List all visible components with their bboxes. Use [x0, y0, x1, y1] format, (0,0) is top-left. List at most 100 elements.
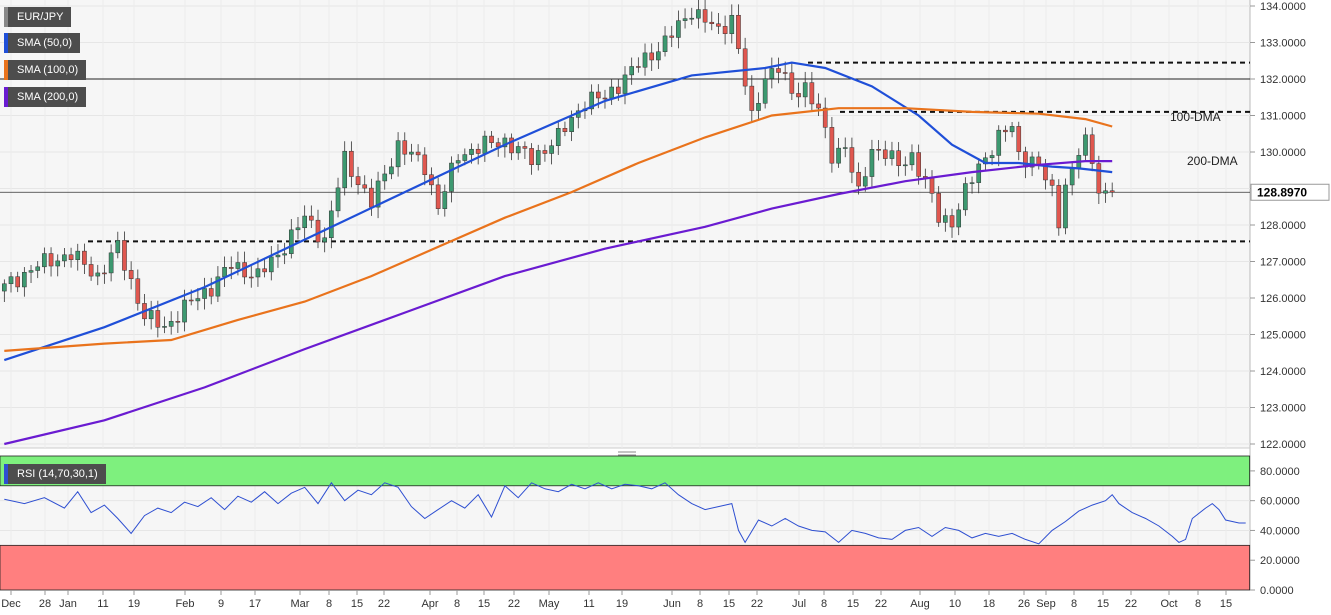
- candle: [1003, 125, 1008, 142]
- candle-body: [1089, 134, 1095, 164]
- candle-body: [1069, 167, 1075, 186]
- candle-body: [375, 180, 381, 208]
- candle: [108, 244, 114, 282]
- candle: [836, 137, 841, 168]
- candle: [696, 0, 701, 29]
- candle: [362, 175, 368, 194]
- candle-body: [22, 272, 27, 288]
- candle-body: [916, 152, 921, 177]
- time-tick-label: 17: [249, 598, 261, 610]
- candle-body: [402, 140, 408, 155]
- candle: [335, 177, 341, 218]
- candle-body: [529, 148, 534, 165]
- candle-body: [342, 150, 348, 189]
- candle: [168, 311, 174, 335]
- candle: [128, 261, 134, 290]
- candle-body: [1083, 134, 1088, 156]
- candle-body: [896, 150, 901, 166]
- candle: [382, 164, 388, 190]
- candle-body: [1103, 190, 1108, 194]
- candle-body: [889, 150, 895, 159]
- candle: [195, 288, 201, 311]
- candle: [148, 300, 154, 330]
- time-tick-label: 15: [1220, 598, 1232, 610]
- candle: [1063, 178, 1068, 235]
- axis-gutter: [1250, 0, 1331, 615]
- candle-body: [769, 68, 775, 79]
- candle: [522, 141, 528, 159]
- candle: [762, 67, 768, 109]
- candle-body: [729, 14, 735, 34]
- candle-body: [682, 18, 688, 21]
- legend-symbol[interactable]: EUR/JPY: [4, 7, 72, 27]
- candle: [769, 57, 775, 89]
- candle-body: [195, 298, 201, 302]
- candle-body: [535, 150, 541, 165]
- legend-sma50[interactable]: SMA (50,0): [4, 33, 81, 53]
- candle: [302, 205, 307, 239]
- time-tick-label: 22: [751, 598, 763, 610]
- candle: [102, 264, 107, 284]
- time-tick-label: 8: [821, 598, 827, 610]
- candle: [1096, 155, 1102, 204]
- candle-body: [789, 72, 795, 94]
- candle-body: [929, 177, 935, 194]
- candle-body: [469, 148, 474, 155]
- candle-body: [943, 215, 948, 223]
- candle: [562, 121, 568, 137]
- candle-body: [435, 184, 441, 209]
- candle-body: [742, 48, 748, 87]
- candle: [882, 140, 888, 166]
- candle: [135, 269, 141, 311]
- candle: [48, 247, 54, 277]
- candle-body: [849, 147, 855, 173]
- price-tick-label: 124.0000: [1260, 366, 1306, 378]
- candle: [876, 140, 881, 161]
- candle: [589, 84, 594, 115]
- candle: [462, 148, 468, 166]
- candle-body: [616, 86, 621, 94]
- legend-sma200[interactable]: SMA (200,0): [4, 87, 87, 107]
- candle-body: [602, 97, 608, 100]
- candle-body: [489, 135, 494, 143]
- candle-body: [502, 137, 508, 148]
- candle-body: [956, 209, 962, 228]
- candle: [636, 57, 641, 73]
- candle-body: [82, 250, 87, 265]
- candle-body: [28, 270, 34, 273]
- candle-body: [309, 215, 314, 221]
- dma100-annotation: 100-DMA: [1170, 110, 1221, 124]
- candle: [629, 57, 634, 85]
- candle: [1009, 121, 1015, 138]
- time-tick-label: 8: [1071, 598, 1077, 610]
- candle: [789, 61, 795, 101]
- candle: [375, 171, 381, 219]
- candle: [816, 93, 821, 116]
- candle: [849, 137, 855, 184]
- candle-body: [1036, 156, 1042, 165]
- candle: [248, 266, 254, 288]
- candle: [936, 186, 941, 227]
- candle-body: [555, 128, 561, 146]
- candle-body: [862, 176, 868, 187]
- legend-sma100[interactable]: SMA (100,0): [4, 60, 87, 80]
- candle-body: [809, 82, 815, 105]
- candle-body: [1096, 163, 1102, 194]
- legend-rsi[interactable]: RSI (14,70,30,1): [4, 464, 106, 484]
- candle: [669, 25, 675, 48]
- candle: [288, 219, 294, 259]
- candle-body: [422, 154, 428, 175]
- candle: [729, 4, 735, 44]
- candle-body: [963, 183, 968, 211]
- candle-body: [382, 173, 388, 182]
- candle: [329, 200, 334, 249]
- candle-body: [329, 210, 334, 239]
- legend-rsi-label: RSI (14,70,30,1): [17, 468, 98, 480]
- candle-body: [876, 149, 881, 151]
- dma200-annotation: 200-DMA: [1187, 154, 1238, 168]
- candle: [682, 8, 688, 29]
- candle: [802, 71, 808, 108]
- rsi-tick-label: 40.0000: [1260, 525, 1300, 537]
- candle-body: [409, 151, 414, 155]
- candle: [916, 144, 921, 185]
